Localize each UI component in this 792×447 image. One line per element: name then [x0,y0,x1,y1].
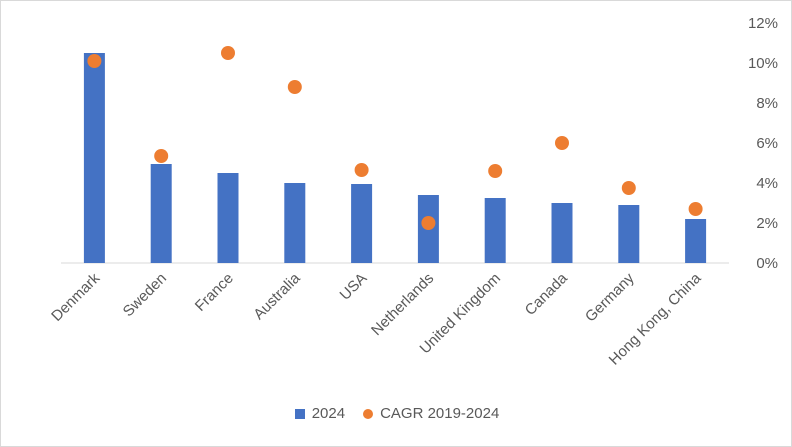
legend-label-dot: CAGR 2019-2024 [380,405,500,422]
y-tick-label: 12% [748,15,778,32]
bar [83,53,105,263]
category-label: USA [337,270,371,304]
legend-swatch-dot [363,408,374,419]
y-tick-label: 10% [748,55,778,72]
category-label: Canada [522,269,572,319]
cagr-dot [221,46,235,60]
chart-plot: 0% 2% 4% 6% 8% 10% 12% Denmark Sweden France Austr… [48,15,778,369]
cagr-dot [354,163,369,177]
legend-item-dot: CAGR 2019-2024 [363,405,499,422]
cagr-dot [488,164,503,178]
y-tick-label: 2% [756,215,778,232]
bar [551,203,573,263]
category-label: Denmark [48,269,103,324]
cagr-dot [688,202,703,216]
bar [150,164,172,263]
category-label: Sweden [120,270,170,320]
category-label: Australia [250,269,304,323]
legend-item-bar: 2024 [294,405,346,422]
bar [685,219,707,263]
cagr-dot [287,80,302,94]
bar [484,198,506,263]
legend-label-bar: 2024 [311,405,346,422]
bar [618,205,640,263]
legend: 2024 CAGR 2019-2024 [1,405,792,422]
category-label: France [192,270,237,315]
bar [351,184,373,263]
category-label: Germany [582,269,638,325]
bar [217,173,239,263]
bar [284,183,306,263]
legend-swatch-bar [294,408,305,419]
y-tick-label: 8% [756,95,778,112]
cagr-dot [621,181,636,195]
cagr-dot [421,216,436,230]
category-label: Netherlands [368,270,437,339]
y-tick-label: 6% [756,135,778,152]
cagr-dot [555,136,569,150]
cagr-dot [154,149,169,163]
y-tick-label: 4% [756,175,778,192]
y-tick-label: 0% [756,255,778,272]
cagr-dot [87,54,102,68]
